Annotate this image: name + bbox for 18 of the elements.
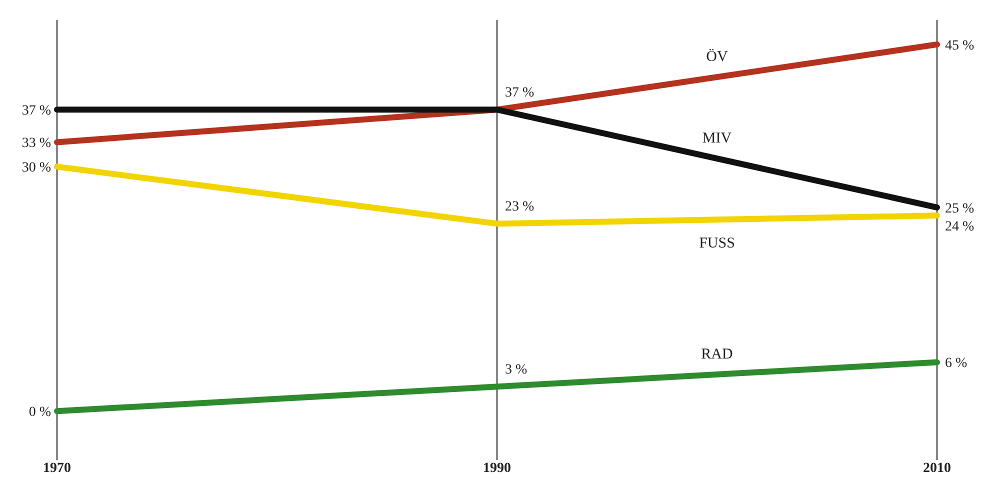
series-label: FUSS [699,236,735,252]
data-label: 37 % [505,86,534,101]
data-label: 33 % [22,136,52,152]
x-tick-label: 1970 [43,461,71,476]
series-label: RAD [701,346,733,362]
data-label: 6 % [945,356,968,372]
data-label: 30 % [22,160,52,176]
series-label: ÖV [706,48,728,66]
data-label: 24 % [945,219,974,234]
x-tick-label: 2010 [923,461,951,476]
data-label: 0 % [28,405,52,420]
series-label: MIV [702,130,732,147]
data-label: 3 % [505,362,528,378]
data-label: 23 % [505,200,534,215]
data-label: 45 % [945,38,974,54]
x-tick-label: 1990 [483,461,511,476]
data-label: 25 % [945,201,974,216]
data-label: 37 % [22,104,52,119]
